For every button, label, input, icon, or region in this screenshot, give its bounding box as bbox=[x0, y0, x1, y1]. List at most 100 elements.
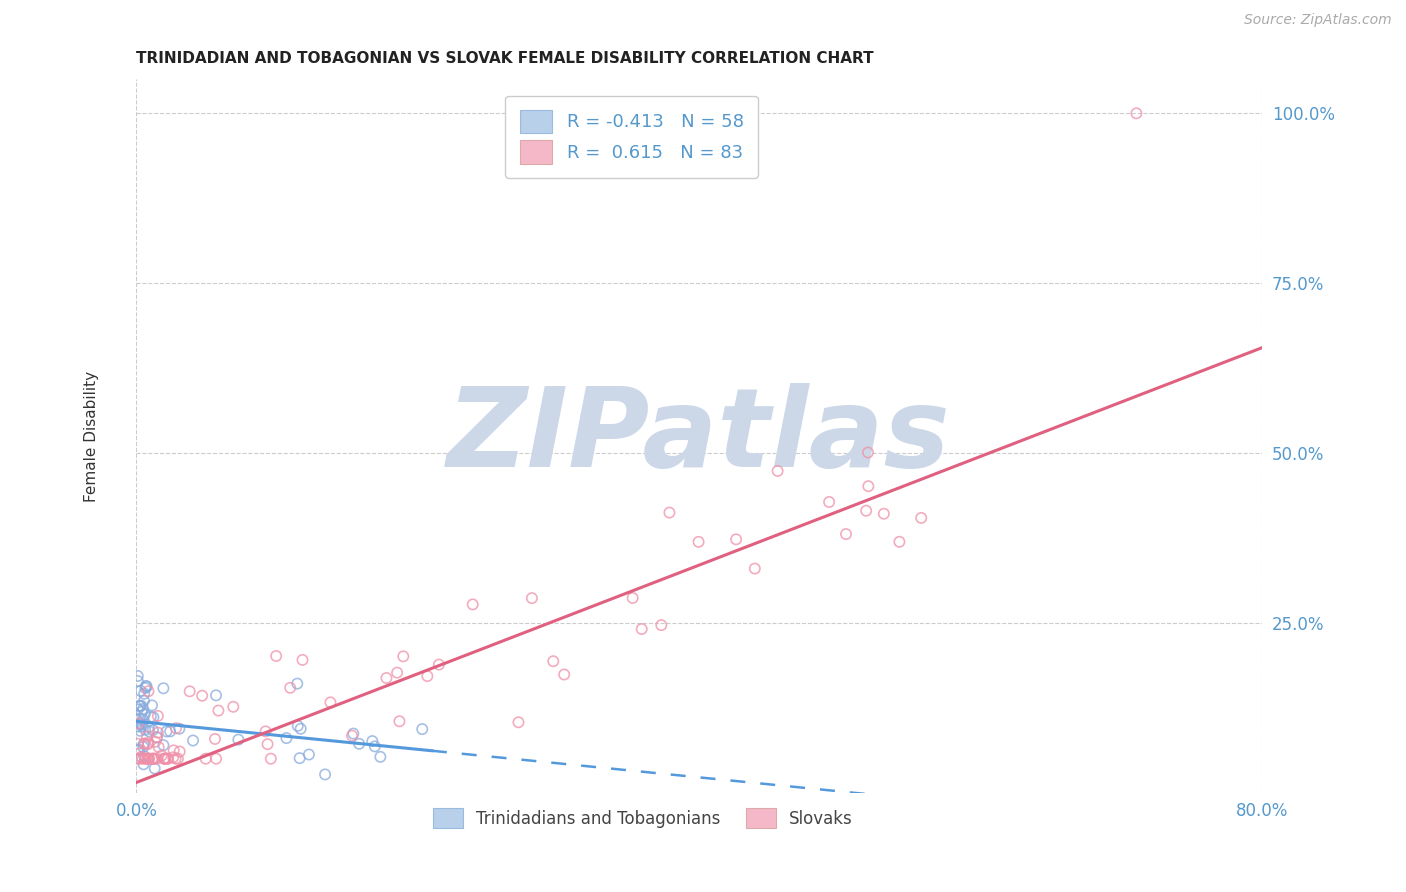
Point bbox=[134, 752, 156, 766]
Point bbox=[128, 743, 150, 757]
Point bbox=[129, 684, 152, 698]
Point bbox=[134, 749, 156, 764]
Point bbox=[375, 671, 398, 685]
Point bbox=[278, 681, 301, 695]
Point bbox=[138, 724, 160, 739]
Point bbox=[165, 752, 187, 766]
Point bbox=[156, 752, 179, 766]
Point bbox=[135, 679, 157, 693]
Point bbox=[131, 719, 153, 733]
Point bbox=[138, 752, 160, 766]
Point bbox=[159, 724, 181, 739]
Point bbox=[543, 654, 565, 668]
Point bbox=[342, 726, 364, 740]
Point bbox=[152, 738, 174, 752]
Point bbox=[818, 495, 841, 509]
Point bbox=[129, 749, 152, 764]
Point bbox=[873, 507, 896, 521]
Point bbox=[131, 752, 153, 766]
Point bbox=[264, 648, 287, 663]
Point bbox=[194, 752, 217, 766]
Point bbox=[150, 748, 173, 763]
Point bbox=[131, 717, 153, 731]
Point bbox=[127, 742, 149, 756]
Point bbox=[146, 730, 169, 744]
Point bbox=[291, 653, 314, 667]
Point bbox=[136, 737, 159, 751]
Point bbox=[347, 737, 370, 751]
Point bbox=[148, 740, 170, 755]
Point bbox=[138, 684, 160, 698]
Point bbox=[143, 735, 166, 749]
Point bbox=[136, 736, 159, 750]
Point bbox=[146, 709, 169, 723]
Point bbox=[132, 713, 155, 727]
Point bbox=[856, 445, 879, 459]
Point bbox=[361, 734, 384, 748]
Point bbox=[650, 618, 672, 632]
Point bbox=[392, 649, 415, 664]
Point bbox=[621, 591, 644, 605]
Point bbox=[630, 622, 652, 636]
Point bbox=[141, 698, 163, 713]
Point bbox=[153, 752, 176, 766]
Point bbox=[167, 752, 190, 766]
Point bbox=[129, 717, 152, 731]
Point bbox=[254, 724, 277, 739]
Point bbox=[207, 704, 229, 718]
Point bbox=[855, 504, 877, 518]
Point bbox=[153, 752, 176, 766]
Point bbox=[127, 737, 149, 751]
Point bbox=[127, 669, 149, 683]
Point bbox=[1125, 106, 1147, 120]
Point bbox=[129, 723, 152, 738]
Point bbox=[136, 752, 159, 766]
Point bbox=[134, 687, 156, 701]
Point bbox=[169, 722, 191, 736]
Point bbox=[155, 724, 177, 739]
Point bbox=[156, 752, 179, 766]
Legend: Trinidadians and Tobagonians, Slovaks: Trinidadians and Tobagonians, Slovaks bbox=[426, 802, 859, 834]
Point bbox=[136, 752, 159, 766]
Text: Female Disability: Female Disability bbox=[84, 370, 98, 501]
Point bbox=[889, 534, 911, 549]
Point bbox=[520, 591, 543, 606]
Point bbox=[142, 710, 165, 724]
Point bbox=[132, 737, 155, 751]
Point bbox=[134, 723, 156, 737]
Point bbox=[370, 749, 392, 764]
Point bbox=[287, 719, 309, 733]
Point bbox=[128, 712, 150, 726]
Point bbox=[142, 752, 165, 766]
Point bbox=[132, 694, 155, 708]
Point bbox=[744, 561, 766, 575]
Point bbox=[146, 752, 169, 766]
Point bbox=[143, 762, 166, 776]
Point bbox=[146, 731, 169, 745]
Point bbox=[364, 739, 387, 754]
Point bbox=[146, 725, 169, 739]
Point bbox=[162, 750, 184, 764]
Point bbox=[290, 722, 312, 736]
Point bbox=[127, 674, 149, 689]
Point bbox=[138, 752, 160, 766]
Point bbox=[858, 479, 880, 493]
Point bbox=[136, 729, 159, 743]
Point bbox=[508, 715, 530, 730]
Point bbox=[191, 689, 214, 703]
Point bbox=[131, 705, 153, 719]
Point bbox=[260, 752, 283, 766]
Point bbox=[142, 723, 165, 737]
Point bbox=[205, 752, 228, 766]
Point bbox=[205, 689, 228, 703]
Point bbox=[688, 534, 710, 549]
Point bbox=[138, 720, 160, 734]
Point bbox=[658, 506, 681, 520]
Point bbox=[553, 667, 575, 681]
Point bbox=[153, 752, 176, 766]
Text: TRINIDADIAN AND TOBAGONIAN VS SLOVAK FEMALE DISABILITY CORRELATION CHART: TRINIDADIAN AND TOBAGONIAN VS SLOVAK FEM… bbox=[136, 51, 875, 66]
Point bbox=[285, 676, 308, 690]
Point bbox=[910, 511, 932, 525]
Point bbox=[388, 714, 411, 729]
Point bbox=[127, 716, 149, 731]
